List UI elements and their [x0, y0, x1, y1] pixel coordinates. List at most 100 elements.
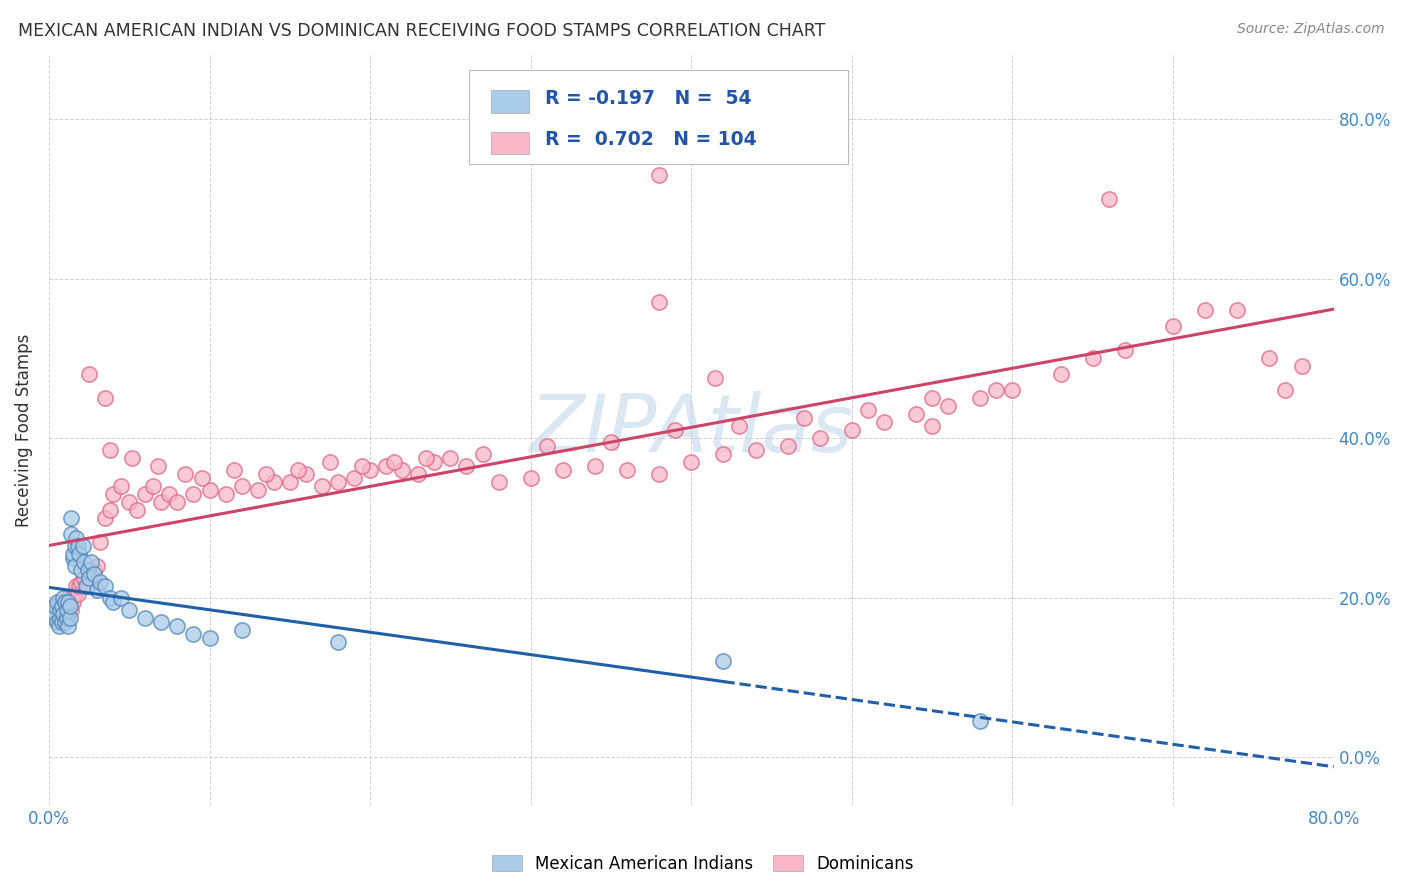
- Point: [969, 391, 991, 405]
- Point: [44, 610, 66, 624]
- Point: [62, 594, 84, 608]
- Text: Source: ZipAtlas.com: Source: ZipAtlas.com: [1237, 22, 1385, 37]
- Point: [319, 455, 342, 469]
- Point: [98, 503, 121, 517]
- Point: [103, 594, 125, 608]
- Point: [905, 407, 928, 421]
- Point: [728, 419, 751, 434]
- Point: [873, 415, 896, 429]
- Point: [1291, 359, 1313, 374]
- Point: [359, 463, 381, 477]
- Point: [1098, 192, 1121, 206]
- Point: [254, 467, 277, 481]
- Point: [49, 602, 72, 616]
- Point: [408, 467, 430, 481]
- Point: [86, 582, 108, 597]
- Point: [89, 574, 111, 589]
- Text: MEXICAN AMERICAN INDIAN VS DOMINICAN RECEIVING FOOD STAMPS CORRELATION CHART: MEXICAN AMERICAN INDIAN VS DOMINICAN REC…: [18, 22, 825, 40]
- Point: [59, 594, 82, 608]
- Point: [73, 571, 96, 585]
- Point: [166, 495, 188, 509]
- Point: [166, 618, 188, 632]
- Point: [921, 419, 943, 434]
- Point: [62, 550, 84, 565]
- Point: [48, 618, 70, 632]
- Point: [46, 599, 69, 613]
- Point: [326, 634, 349, 648]
- Point: [519, 471, 541, 485]
- Point: [382, 455, 405, 469]
- Point: [42, 602, 65, 616]
- Point: [214, 487, 236, 501]
- Point: [65, 531, 87, 545]
- Point: [73, 555, 96, 569]
- Point: [55, 602, 77, 616]
- Point: [150, 495, 173, 509]
- Point: [52, 591, 75, 605]
- Point: [94, 391, 117, 405]
- Point: [44, 607, 66, 621]
- Point: [183, 626, 205, 640]
- Point: [63, 558, 86, 573]
- Point: [51, 610, 73, 624]
- Point: [391, 463, 413, 477]
- Point: [664, 423, 686, 437]
- Point: [41, 602, 63, 616]
- Point: [311, 479, 333, 493]
- Point: [326, 475, 349, 489]
- Point: [1114, 343, 1136, 358]
- Point: [110, 591, 132, 605]
- Point: [856, 403, 879, 417]
- Point: [60, 511, 83, 525]
- Point: [118, 602, 141, 616]
- Point: [183, 487, 205, 501]
- Point: [246, 483, 269, 497]
- Text: ZIPAtlas: ZIPAtlas: [530, 391, 853, 469]
- Point: [77, 368, 100, 382]
- Point: [352, 458, 374, 473]
- Point: [69, 547, 91, 561]
- Point: [53, 615, 76, 629]
- Point: [86, 558, 108, 573]
- Point: [59, 599, 82, 613]
- Point: [65, 579, 87, 593]
- Point: [713, 655, 735, 669]
- Point: [456, 458, 478, 473]
- Point: [713, 447, 735, 461]
- Point: [110, 479, 132, 493]
- Point: [583, 458, 606, 473]
- Point: [1161, 319, 1184, 334]
- Point: [72, 539, 94, 553]
- Point: [103, 487, 125, 501]
- Point: [76, 579, 98, 593]
- Point: [343, 471, 366, 485]
- Point: [63, 587, 86, 601]
- Point: [55, 607, 77, 621]
- Point: [58, 594, 80, 608]
- Point: [986, 383, 1008, 397]
- Point: [83, 566, 105, 581]
- Point: [52, 602, 75, 616]
- Point: [287, 463, 309, 477]
- Point: [52, 607, 75, 621]
- Point: [231, 623, 253, 637]
- Point: [77, 571, 100, 585]
- Point: [83, 563, 105, 577]
- Point: [48, 607, 70, 621]
- Point: [793, 411, 815, 425]
- Point: [42, 610, 65, 624]
- Point: [44, 599, 66, 613]
- Point: [49, 610, 72, 624]
- Point: [94, 511, 117, 525]
- FancyBboxPatch shape: [491, 90, 530, 113]
- Point: [134, 487, 156, 501]
- Point: [46, 615, 69, 629]
- Point: [551, 463, 574, 477]
- Point: [66, 539, 89, 553]
- FancyBboxPatch shape: [470, 70, 848, 164]
- Point: [231, 479, 253, 493]
- Point: [1194, 303, 1216, 318]
- Text: R = -0.197   N =  54: R = -0.197 N = 54: [546, 89, 751, 108]
- Point: [98, 443, 121, 458]
- Point: [1274, 383, 1296, 397]
